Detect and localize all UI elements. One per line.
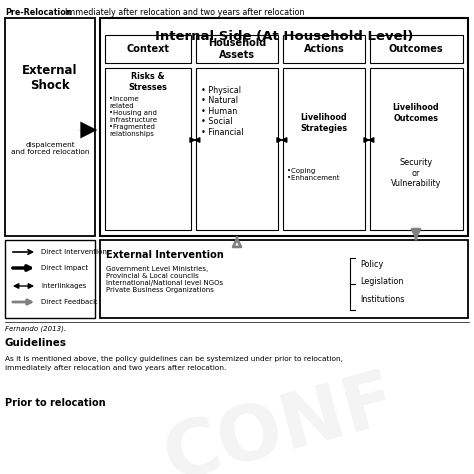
Text: Guidelines: Guidelines [5, 338, 67, 348]
Text: Policy
Legislation
Institutions: Policy Legislation Institutions [360, 260, 404, 304]
Text: • Physical
• Natural
• Human
• Social
• Financial: • Physical • Natural • Human • Social • … [201, 86, 244, 137]
Text: Actions: Actions [304, 44, 345, 54]
Text: Government Level Ministries,
Provincial & Local councils
International/National : Government Level Ministries, Provincial … [106, 266, 223, 293]
Text: Security
or
Vulnerability: Security or Vulnerability [391, 158, 441, 188]
Text: Livelihood
Strategies: Livelihood Strategies [301, 113, 347, 133]
Bar [283, 68, 365, 230]
Text: Direct Feedback: Direct Feedback [41, 299, 97, 305]
Bar [5, 18, 95, 236]
Bar [370, 68, 463, 230]
Text: Livelihood
Outcomes: Livelihood Outcomes [392, 103, 439, 123]
Bar [105, 35, 191, 63]
Text: Risks &
Stresses: Risks & Stresses [128, 73, 167, 91]
Text: dispalcement
and forced relocation: dispalcement and forced relocation [11, 142, 89, 155]
Text: External
Shock: External Shock [22, 64, 78, 92]
Bar [196, 35, 278, 63]
Bar [370, 35, 463, 63]
Bar [100, 18, 468, 236]
Text: Context: Context [127, 44, 170, 54]
Bar [5, 240, 95, 318]
Text: External Intervention: External Intervention [106, 250, 224, 260]
Text: As it is mentioned above, the policy guidelines can be systemized under prior to: As it is mentioned above, the policy gui… [5, 356, 343, 371]
Text: Immediately after relocation and two years after relocation: Immediately after relocation and two yea… [65, 8, 305, 17]
Text: Pre-Relocation: Pre-Relocation [5, 8, 72, 17]
Text: •Coping
•Enhancement: •Coping •Enhancement [287, 168, 339, 181]
Text: Household
Assets: Household Assets [208, 38, 266, 60]
Bar [105, 68, 191, 230]
Text: CONF: CONF [156, 364, 404, 474]
Text: Direct Intervention: Direct Intervention [41, 249, 107, 255]
Bar [196, 68, 278, 230]
Text: Direct Impact: Direct Impact [41, 265, 88, 271]
Text: Fernando (2013).: Fernando (2013). [5, 326, 66, 332]
Text: Outcomes: Outcomes [389, 44, 443, 54]
Text: Prior to relocation: Prior to relocation [5, 398, 106, 408]
Text: •Income
related
•Housing and
infrastructure
•Fragmented
relationships: •Income related •Housing and infrastruct… [109, 96, 157, 137]
Bar [283, 35, 365, 63]
Text: Internal Side (At Household Level): Internal Side (At Household Level) [155, 29, 413, 43]
Bar [100, 240, 468, 318]
Text: Interlinkages: Interlinkages [41, 283, 86, 289]
